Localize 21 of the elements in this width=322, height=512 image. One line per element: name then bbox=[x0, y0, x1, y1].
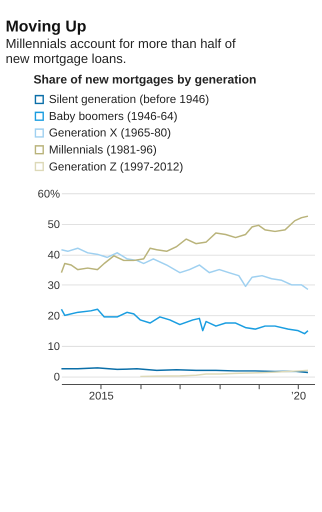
legend-title: Share of new mortgages by generation bbox=[34, 72, 256, 86]
chart-title: Moving Up bbox=[6, 18, 87, 36]
y-tick-label: 10 bbox=[48, 341, 60, 354]
legend-label: Silent generation (before 1946) bbox=[48, 93, 210, 106]
line-series bbox=[140, 370, 309, 378]
legend-label: Generation Z (1997-2012) bbox=[48, 160, 184, 174]
legend-label: Millennials (1981-96) bbox=[48, 144, 157, 156]
legend-label: Generation X (1965-80) bbox=[48, 126, 172, 140]
legend-label: Baby boomers (1946-64) bbox=[48, 110, 178, 123]
y-tick-label: 60% bbox=[38, 188, 60, 200]
line-series bbox=[60, 215, 309, 274]
x-tick-label: 2015 bbox=[88, 390, 114, 402]
y-tick-label: 20 bbox=[48, 310, 60, 323]
chart-subtitle: Millennials account for more than half of new mortgage loans. bbox=[6, 36, 236, 66]
y-tick-label: 50 bbox=[48, 218, 60, 231]
x-tick-label: ’20 bbox=[291, 390, 306, 402]
y-tick-label: 30 bbox=[48, 280, 60, 292]
y-tick-label: 40 bbox=[48, 250, 60, 262]
line-series bbox=[60, 308, 309, 334]
y-tick-label: 0 bbox=[54, 372, 60, 384]
line-series bbox=[60, 247, 309, 290]
